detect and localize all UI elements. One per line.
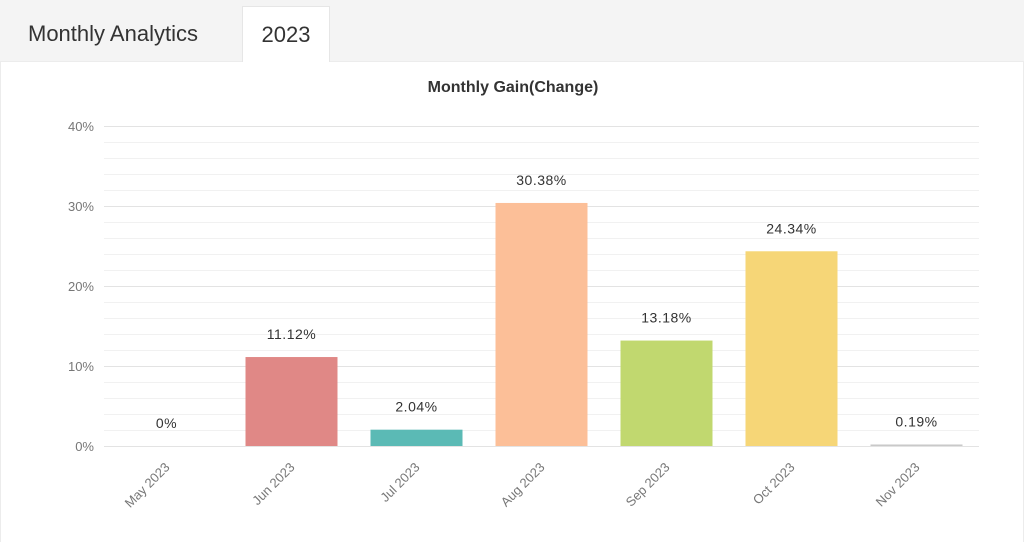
bar-jun-2023[interactable]	[245, 357, 338, 446]
y-tick-label: 0%	[75, 439, 94, 454]
y-tick-label: 20%	[68, 279, 94, 294]
data-label: 11.12%	[267, 326, 316, 342]
bar-layer	[245, 202, 963, 446]
chart-title: Monthly Gain(Change)	[428, 79, 599, 96]
x-tick-label: Nov 2023	[873, 460, 923, 510]
tab-bar: Monthly Analytics 2023	[0, 0, 1024, 63]
x-tick-label: Jun 2023	[249, 460, 297, 508]
x-tick-label: May 2023	[122, 460, 173, 511]
y-axis-ticks: 0% 10% 20% 30% 40%	[68, 119, 94, 454]
x-tick-label: Sep 2023	[623, 460, 673, 510]
y-tick-label: 10%	[68, 359, 94, 374]
bar-nov-2023[interactable]	[870, 444, 963, 446]
data-label: 13.18%	[641, 310, 691, 326]
data-label: 2.04%	[395, 399, 437, 415]
tab-monthly-analytics[interactable]: Monthly Analytics	[10, 6, 240, 62]
y-tick-label: 40%	[68, 119, 94, 134]
tab-year-2023[interactable]: 2023	[242, 6, 330, 63]
chart-card: Monthly Gain(Change) 0% 10% 20% 30% 40% 0% 11…	[0, 62, 1024, 542]
x-tick-label: Jul 2023	[377, 460, 422, 505]
data-label: 24.34%	[766, 220, 816, 236]
bar-jul-2023[interactable]	[370, 429, 463, 446]
tab-monthly-analytics-label: Monthly Analytics	[28, 21, 198, 46]
data-label: 30.38%	[516, 172, 566, 188]
x-tick-label: Oct 2023	[750, 460, 798, 508]
tab-year-label: 2023	[261, 22, 311, 47]
monthly-gain-chart: Monthly Gain(Change) 0% 10% 20% 30% 40% 0% 11…	[68, 79, 979, 511]
bar-sep-2023[interactable]	[620, 340, 713, 446]
data-label: 0.19%	[895, 413, 937, 429]
x-axis-ticks: May 2023 Jun 2023 Jul 2023 Aug 2023 Sep 2023…	[122, 460, 923, 511]
data-label: 0%	[156, 415, 177, 431]
x-tick-label: Aug 2023	[498, 460, 548, 510]
bar-oct-2023[interactable]	[745, 251, 838, 446]
bar-aug-2023[interactable]	[495, 202, 588, 446]
data-label-layer: 0% 11.12% 2.04% 30.38% 13.18% 24.34% 0.19%	[156, 172, 937, 431]
y-tick-label: 30%	[68, 199, 94, 214]
